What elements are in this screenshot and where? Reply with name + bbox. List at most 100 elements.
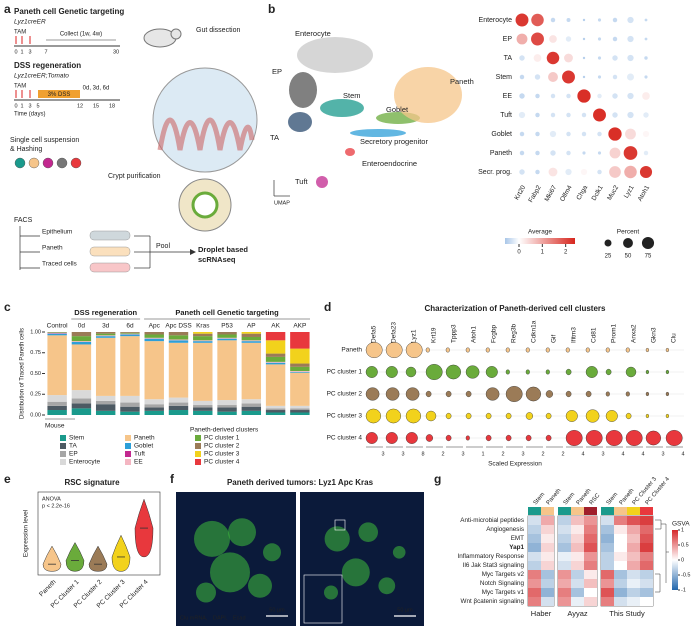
heat-cell [614,534,627,543]
violin [425,390,432,398]
dot [549,130,557,138]
day-label: 3 [28,49,31,55]
tissue-blob [378,577,396,595]
tick-label: 3 [521,451,524,457]
dot [519,131,525,137]
column-label: Stem [563,492,577,507]
dot [548,72,558,82]
heat-cell [571,543,584,552]
legend-swatch [125,435,131,441]
bar-segment [241,333,262,337]
tissue-blob [324,526,350,552]
dot [518,111,526,119]
umap-axis-label: UMAP [274,200,290,206]
tam: TAM [14,84,26,90]
gene-label: Fcgbp [491,325,498,343]
dot [597,131,602,137]
dot [644,37,648,41]
legend-swatch [60,459,66,465]
violin [665,347,669,353]
bar-segment [241,336,262,341]
dot [564,53,573,63]
tick-label: 3 [401,451,404,457]
violin [525,347,530,353]
heat-cell [584,561,597,570]
dot [535,112,540,118]
bar-segment [290,363,310,367]
tick-label: 2 [564,250,568,256]
heat-cell [584,543,597,552]
heat-cell [558,570,571,579]
heat-cell [571,552,584,561]
violin [545,390,554,398]
row-label: PC cluster 1 [327,369,363,376]
crypt-villi [157,117,255,151]
crypt: Crypt purification [108,173,161,180]
gene-label: Defa5 [371,325,378,343]
bar-segment [95,404,116,411]
chart-title: Paneth derived tumors: Lyz1 Apc Kras [227,478,374,487]
heat-cell [528,552,541,561]
cell-icon [28,157,40,169]
tissue-blob [358,522,379,542]
violin [365,432,378,444]
heat-cell [627,534,640,543]
tam: TAM [14,30,26,36]
bar-segment [217,407,237,412]
tick-label: 8 [421,451,424,457]
row-label: TA [504,55,513,62]
heat-cell [558,561,571,570]
bar-segment [265,412,286,415]
bar-segment [144,337,164,339]
umap-label: Tuft [295,177,309,186]
legend-label: Tuft [134,451,145,458]
group-label: 3d [102,323,110,330]
legend-swatch [195,459,201,465]
tick-label: 0 [681,557,684,563]
row-label: Myc Targets v2 [482,571,525,578]
sort-label: Paneth [42,245,63,252]
bar-segment [290,408,310,411]
violin [465,390,472,398]
group-header: Paneth cell Genetic targeting [175,308,279,317]
tissue-blob [248,573,272,598]
dataset-label: Haber [531,609,552,618]
bar-segment [120,395,140,403]
violin [385,342,403,359]
bar-segment [265,353,286,357]
dot [597,18,602,22]
dot [519,55,525,61]
dot [643,150,649,156]
umap-cluster [297,37,373,73]
violin [485,347,490,353]
time-axis: Time (days) [14,112,45,118]
row-label: Myc Targets v1 [482,589,525,596]
bar-segment [71,332,92,337]
bar-segment [47,395,67,402]
heat-cell [627,588,640,597]
column-color [627,507,640,515]
violin [505,347,510,353]
day-label: 18 [109,103,115,109]
bar-segment [144,410,164,415]
heat-cell [601,552,614,561]
dot [644,18,648,22]
dot [550,93,556,99]
violin [545,434,552,442]
bar-segment [265,408,286,411]
dot [566,112,571,118]
day-label: 1 [20,103,23,109]
heat-cell [558,579,571,588]
dataset-label: Ayyaz [567,609,588,618]
sort-tube [89,230,131,241]
bar-segment [290,332,310,349]
dot [519,74,525,80]
heat-cell [640,543,653,552]
violin [485,387,500,401]
bar-segment [265,410,286,413]
bar-segment [120,402,140,407]
violin [605,347,610,353]
violin [645,391,649,397]
